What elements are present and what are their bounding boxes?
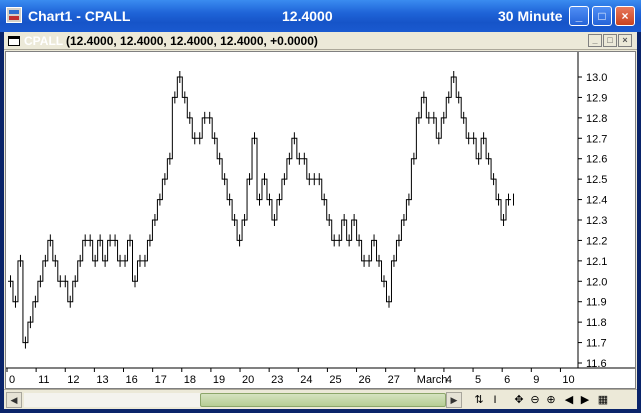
window-title: Chart1 - CPALL <box>28 8 131 24</box>
subwindow-close-button[interactable]: × <box>618 34 632 47</box>
autoscale-tool-icon[interactable]: ⇅ <box>474 394 484 406</box>
time-tick-label: 17 <box>155 374 167 386</box>
time-tick-label: 9 <box>533 374 539 386</box>
time-tick-label: 13 <box>96 374 108 386</box>
time-tick-label: 10 <box>562 374 574 386</box>
title-bar[interactable]: Chart1 - CPALL 12.4000 30 Minute _ □ × <box>0 0 641 32</box>
previous-icon[interactable]: ◀ <box>564 394 574 406</box>
price-tick-label: 12.3 <box>586 215 607 227</box>
time-tick-label: 18 <box>184 374 196 386</box>
scrollbar-thumb[interactable] <box>200 393 446 407</box>
zoom-out-icon[interactable]: ⊖ <box>530 394 540 406</box>
time-tick-label: 27 <box>388 374 400 386</box>
pan-tool-icon[interactable]: ✥ <box>514 394 524 406</box>
price-tick-label: 12.0 <box>586 276 607 288</box>
subwindow-quote: (12.4000, 12.4000, 12.4000, 12.4000, +0.… <box>66 34 318 48</box>
cursor-tool-icon[interactable]: I <box>493 394 497 406</box>
time-tick-label: 4 <box>446 374 452 386</box>
subwindow-icon <box>8 36 20 46</box>
time-tick-label: 20 <box>242 374 254 386</box>
minimize-button[interactable]: _ <box>569 6 589 26</box>
time-tick-label: 24 <box>300 374 312 386</box>
close-button[interactable]: × <box>615 6 635 26</box>
price-tick-label: 11.8 <box>586 317 607 329</box>
price-tick-label: 12.6 <box>586 154 607 166</box>
price-tick-label: 12.2 <box>586 235 607 247</box>
zoom-in-icon[interactable]: ⊕ <box>546 394 556 406</box>
time-tick-label: 6 <box>504 374 510 386</box>
time-tick-label: 23 <box>271 374 283 386</box>
price-chart[interactable]: 13.0 12.9 12.8 12.7 12.6 12.5 12.4 12.3 12.2 12.1… <box>5 51 636 389</box>
subwindow-restore-button[interactable]: □ <box>603 34 617 47</box>
time-tick-label: 0 <box>9 374 15 386</box>
time-tick-label: 26 <box>359 374 371 386</box>
price-tick-label: 12.1 <box>586 256 607 268</box>
next-icon[interactable]: ▶ <box>580 394 590 406</box>
time-tick-label: 5 <box>475 374 481 386</box>
time-tick-label: 12 <box>67 374 79 386</box>
price-tick-label: 11.7 <box>586 338 607 350</box>
price-tick-label: 11.9 <box>586 297 607 309</box>
chart-toolbar: ◀ ▶ ⇅ I ✥ ⊖ ⊕ ◀ ▶ ▦ <box>4 389 637 409</box>
scroll-right-arrow[interactable]: ▶ <box>446 392 462 408</box>
time-tick-label: 19 <box>213 374 225 386</box>
chart-subwindow: CPALL (12.4000, 12.4000, 12.4000, 12.400… <box>4 32 637 409</box>
price-tick-label: 12.4 <box>586 195 607 207</box>
price-tick-label: 11.6 <box>586 358 607 370</box>
price-chart-svg: 13.0 12.9 12.8 12.7 12.6 12.5 12.4 12.3 12.2 12.1… <box>6 52 635 386</box>
scroll-left-arrow[interactable]: ◀ <box>6 392 22 408</box>
price-series-line <box>8 76 511 344</box>
title-price: 12.4000 <box>282 8 333 24</box>
grid-view-icon[interactable]: ▦ <box>597 394 609 406</box>
time-tick-label: March <box>417 374 448 386</box>
time-tick-label: 11 <box>38 374 49 386</box>
title-interval: 30 Minute <box>498 8 563 24</box>
price-tick-label: 13.0 <box>586 72 607 84</box>
chart-app-icon <box>6 7 22 23</box>
time-tick-label: 16 <box>126 374 138 386</box>
subwindow-symbol: CPALL <box>24 34 64 48</box>
time-tick-label: 25 <box>329 374 341 386</box>
price-tick-label: 12.7 <box>586 133 607 145</box>
subwindow-minimize-button[interactable]: _ <box>588 34 602 47</box>
price-tick-label: 12.5 <box>586 174 607 186</box>
price-tick-label: 12.9 <box>586 92 607 104</box>
price-tick-label: 12.8 <box>586 113 607 125</box>
subwindow-caption[interactable]: CPALL (12.4000, 12.4000, 12.4000, 12.400… <box>4 32 637 50</box>
maximize-button[interactable]: □ <box>592 6 612 26</box>
